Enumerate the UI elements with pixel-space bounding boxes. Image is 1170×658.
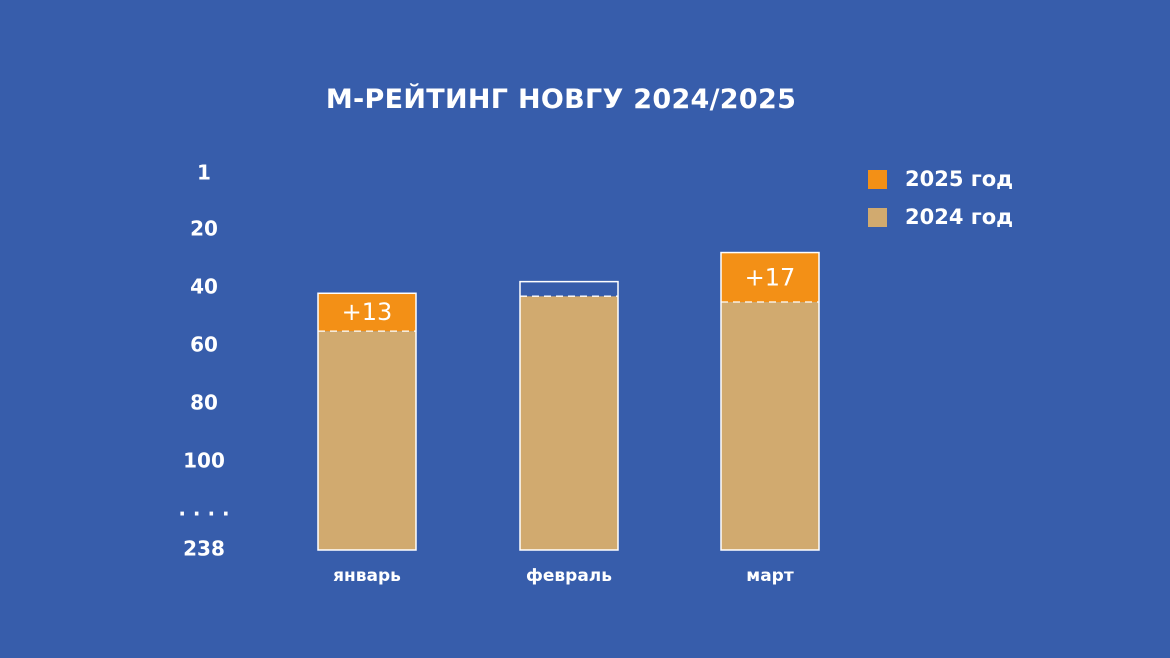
legend-item-2024: 2024 год <box>868 198 1013 236</box>
category-label-2: февраль <box>526 566 612 586</box>
y-tick-label: 40 <box>190 275 218 299</box>
category-label-3: март <box>746 566 794 586</box>
y-axis-ticks: 1 20 40 60 80 100 . . . . 238 <box>178 161 229 561</box>
y-tick-label: 60 <box>190 333 218 357</box>
bar-2025-1 <box>318 293 416 332</box>
legend-label-2025: 2025 год <box>905 167 1014 191</box>
legend: 2025 год 2024 год <box>868 160 1013 236</box>
delta-label-1: +13 <box>342 298 393 326</box>
delta-label-3: +17 <box>745 263 796 291</box>
bar-outline-2 <box>519 280 619 551</box>
category-label-1: январь <box>333 566 401 586</box>
y-tick-label: 100 <box>183 449 225 473</box>
bar-2025-3 <box>721 252 819 302</box>
y-tick-label: 1 <box>197 161 211 185</box>
bar-outline-1 <box>317 292 417 551</box>
legend-label-2024: 2024 год <box>905 205 1014 229</box>
bar-outline-3 <box>720 251 820 551</box>
y-tick-label: 20 <box>190 217 218 241</box>
legend-swatch-2024 <box>868 207 887 227</box>
category-labels: январь февраль март <box>333 566 794 586</box>
bar-2025-2 <box>520 281 618 297</box>
legend-swatch-2025 <box>868 169 887 189</box>
y-tick-label: . . . . <box>178 497 229 521</box>
bar-2024-1 <box>318 331 416 550</box>
chart-title: М-РЕЙТИНГ НОВГУ 2024/2025 <box>325 84 797 115</box>
y-tick-label: 238 <box>183 537 225 561</box>
bars-group: +13 +17 <box>317 251 820 551</box>
bar-2024-2 <box>520 296 618 550</box>
bar-2024-3 <box>721 302 819 550</box>
legend-item-2025: 2025 год <box>868 160 1013 198</box>
y-tick-label: 80 <box>190 391 218 415</box>
